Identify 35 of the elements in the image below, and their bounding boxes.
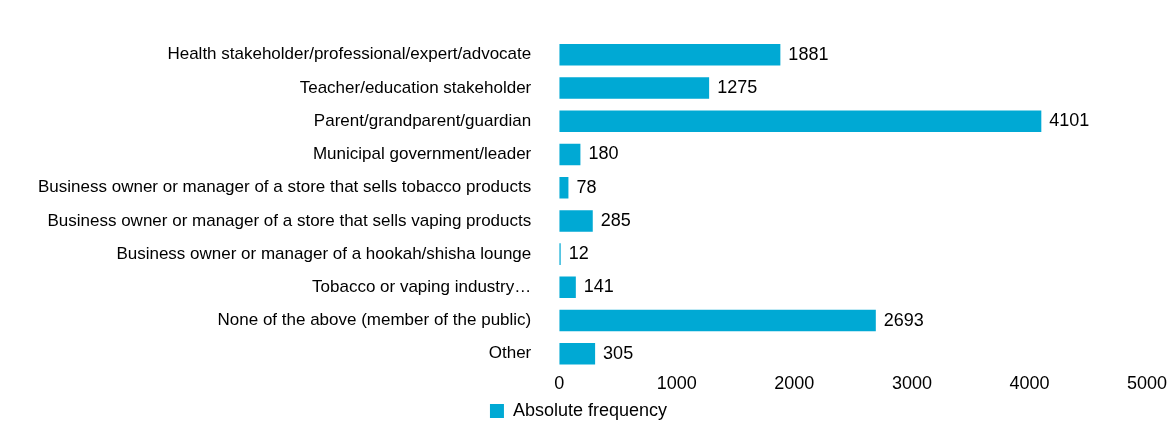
bar [559, 143, 581, 166]
bar [559, 44, 781, 66]
data-label: 180 [588, 143, 619, 164]
y-tick-label: Business owner or manager of a store that sells tobacco products [37, 177, 532, 197]
x-tick-label: 1000 [656, 373, 697, 394]
data-label: 141 [583, 276, 614, 297]
y-tick-label: None of the above (member of the public) [217, 310, 532, 330]
x-tick-label: 4000 [1009, 373, 1050, 394]
data-label: 285 [600, 209, 631, 230]
x-tick-label: 0 [554, 373, 565, 394]
y-tick-label: Business owner or manager of a store that sells vaping products [47, 210, 532, 230]
data-label: 1881 [788, 43, 829, 64]
data-label: 78 [576, 176, 597, 197]
y-tick-label: Municipal government/leader [312, 144, 532, 164]
y-tick-label: Tobacco or vaping industry… [312, 277, 532, 297]
data-label: 1275 [717, 77, 758, 97]
bar [559, 77, 710, 99]
y-tick-label: Health stakeholder/professional/expert/advocate [167, 44, 532, 64]
y-tick-label: Teacher/education stakeholder [299, 77, 532, 97]
bar [559, 210, 593, 232]
data-label: 2693 [883, 309, 924, 330]
data-label: 12 [568, 243, 589, 264]
data-label: 305 [603, 342, 634, 363]
bar [559, 110, 1042, 133]
bar [559, 343, 596, 365]
bar [559, 276, 576, 299]
y-tick-label: Parent/grandparent/guardian [313, 110, 532, 130]
bar [559, 309, 876, 332]
legend-label: Absolute frequency [512, 399, 668, 420]
data-label: 4101 [1049, 110, 1090, 131]
x-tick-label: 2000 [774, 373, 815, 394]
y-tick-label: Business owner or manager of a hookah/shisha lounge [116, 243, 532, 263]
y-tick-label: Other [488, 343, 532, 363]
x-tick-label: 3000 [891, 373, 932, 394]
x-tick-label: 5000 [1126, 373, 1168, 394]
